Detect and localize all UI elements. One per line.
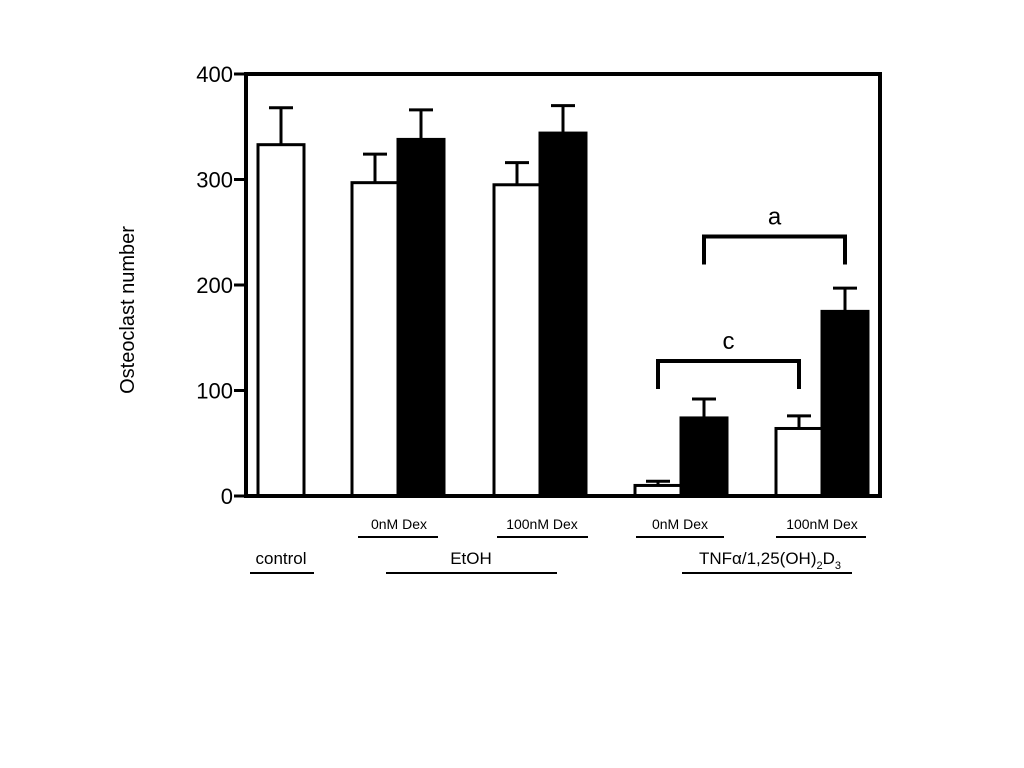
y-tick-label-3: 300	[196, 168, 233, 193]
bars-layer	[256, 131, 870, 498]
y-tick-label-0: 0	[221, 484, 233, 509]
dex-label-0: 0nM Dex	[371, 516, 427, 532]
bar-3	[492, 183, 542, 498]
condition-label-tnf: TNFα/1,25(OH)2D3	[699, 549, 841, 572]
dex-label-2: 0nM Dex	[652, 516, 708, 532]
significance-bracket-c	[656, 358, 801, 389]
y-tick-label-4: 400	[196, 62, 233, 87]
condition-label-tnf-mid: D	[823, 549, 835, 568]
bar-6	[679, 416, 729, 498]
bar-4	[538, 131, 588, 498]
bar-8	[820, 309, 870, 498]
bar-7	[774, 426, 824, 498]
y-axis-label: Osteoclast number	[117, 226, 139, 394]
y-tick-label-1: 100	[196, 379, 233, 404]
bar-0	[256, 143, 306, 498]
bar-2	[396, 137, 446, 498]
condition-label-tnf-sub1: 2	[816, 560, 822, 572]
y-axis: 0 100 200 300 400	[196, 62, 246, 509]
dex-label-3: 100nM Dex	[786, 516, 858, 532]
error-bars-layer	[269, 104, 857, 486]
significance-bracket-a	[702, 234, 847, 265]
condition-label-tnf-prefix: TNFα/1,25(OH)	[699, 549, 817, 568]
condition-label-tnf-sub2: 3	[835, 560, 841, 572]
dex-labels: 0nM Dex 100nM Dex 0nM Dex 100nM Dex	[358, 516, 866, 538]
condition-label-etoh: EtOH	[450, 549, 492, 568]
significance-label-c: c	[723, 328, 735, 355]
bar-1	[350, 181, 400, 498]
y-tick-label-2: 200	[196, 273, 233, 298]
condition-label-control: control	[255, 549, 306, 568]
significance-label-a: a	[768, 203, 782, 230]
dex-label-1: 100nM Dex	[506, 516, 578, 532]
significance-brackets-layer: ac	[656, 203, 847, 389]
